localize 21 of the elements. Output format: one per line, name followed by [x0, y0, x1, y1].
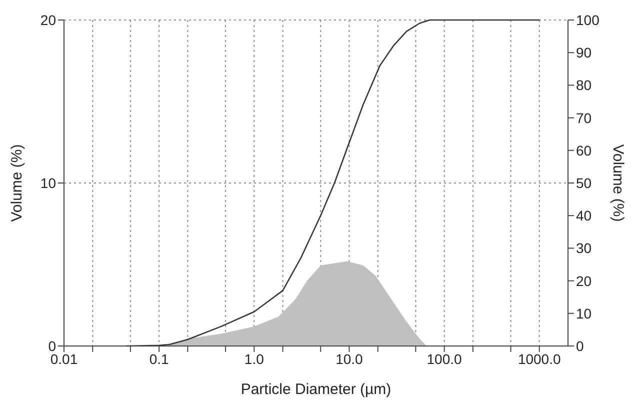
y-tick-label: 10	[40, 175, 56, 191]
y2-tick-label: 90	[576, 44, 592, 61]
x-tick-label: 0.1	[149, 350, 170, 367]
x-tick-label: 1000.0	[518, 350, 561, 367]
y2-tick-label: 80	[576, 77, 592, 94]
y2-axis-title: Volume (%)	[610, 144, 627, 222]
y2-tick-label: 10	[576, 305, 592, 322]
y2-tick-label: 50	[576, 175, 592, 191]
y2-tick-label: 70	[576, 110, 592, 126]
y2-tick-label: 60	[576, 142, 592, 158]
y2-tick-label: 0	[576, 338, 584, 354]
y2-tick-label: 40	[576, 208, 592, 224]
y2-tick-label: 100	[576, 12, 600, 28]
x-tick-label: 100.0	[426, 350, 462, 367]
x-tick-label: 1.0	[244, 350, 264, 367]
y-tick-label: 20	[40, 12, 56, 28]
x-axis-title: Particle Diameter (µm)	[240, 381, 392, 398]
y2-tick-label: 20	[576, 272, 592, 289]
x-tick-label: 10.0	[336, 350, 364, 367]
y2-tick-label: 30	[576, 240, 592, 256]
y-axis-title: Volume (%)	[8, 144, 26, 222]
